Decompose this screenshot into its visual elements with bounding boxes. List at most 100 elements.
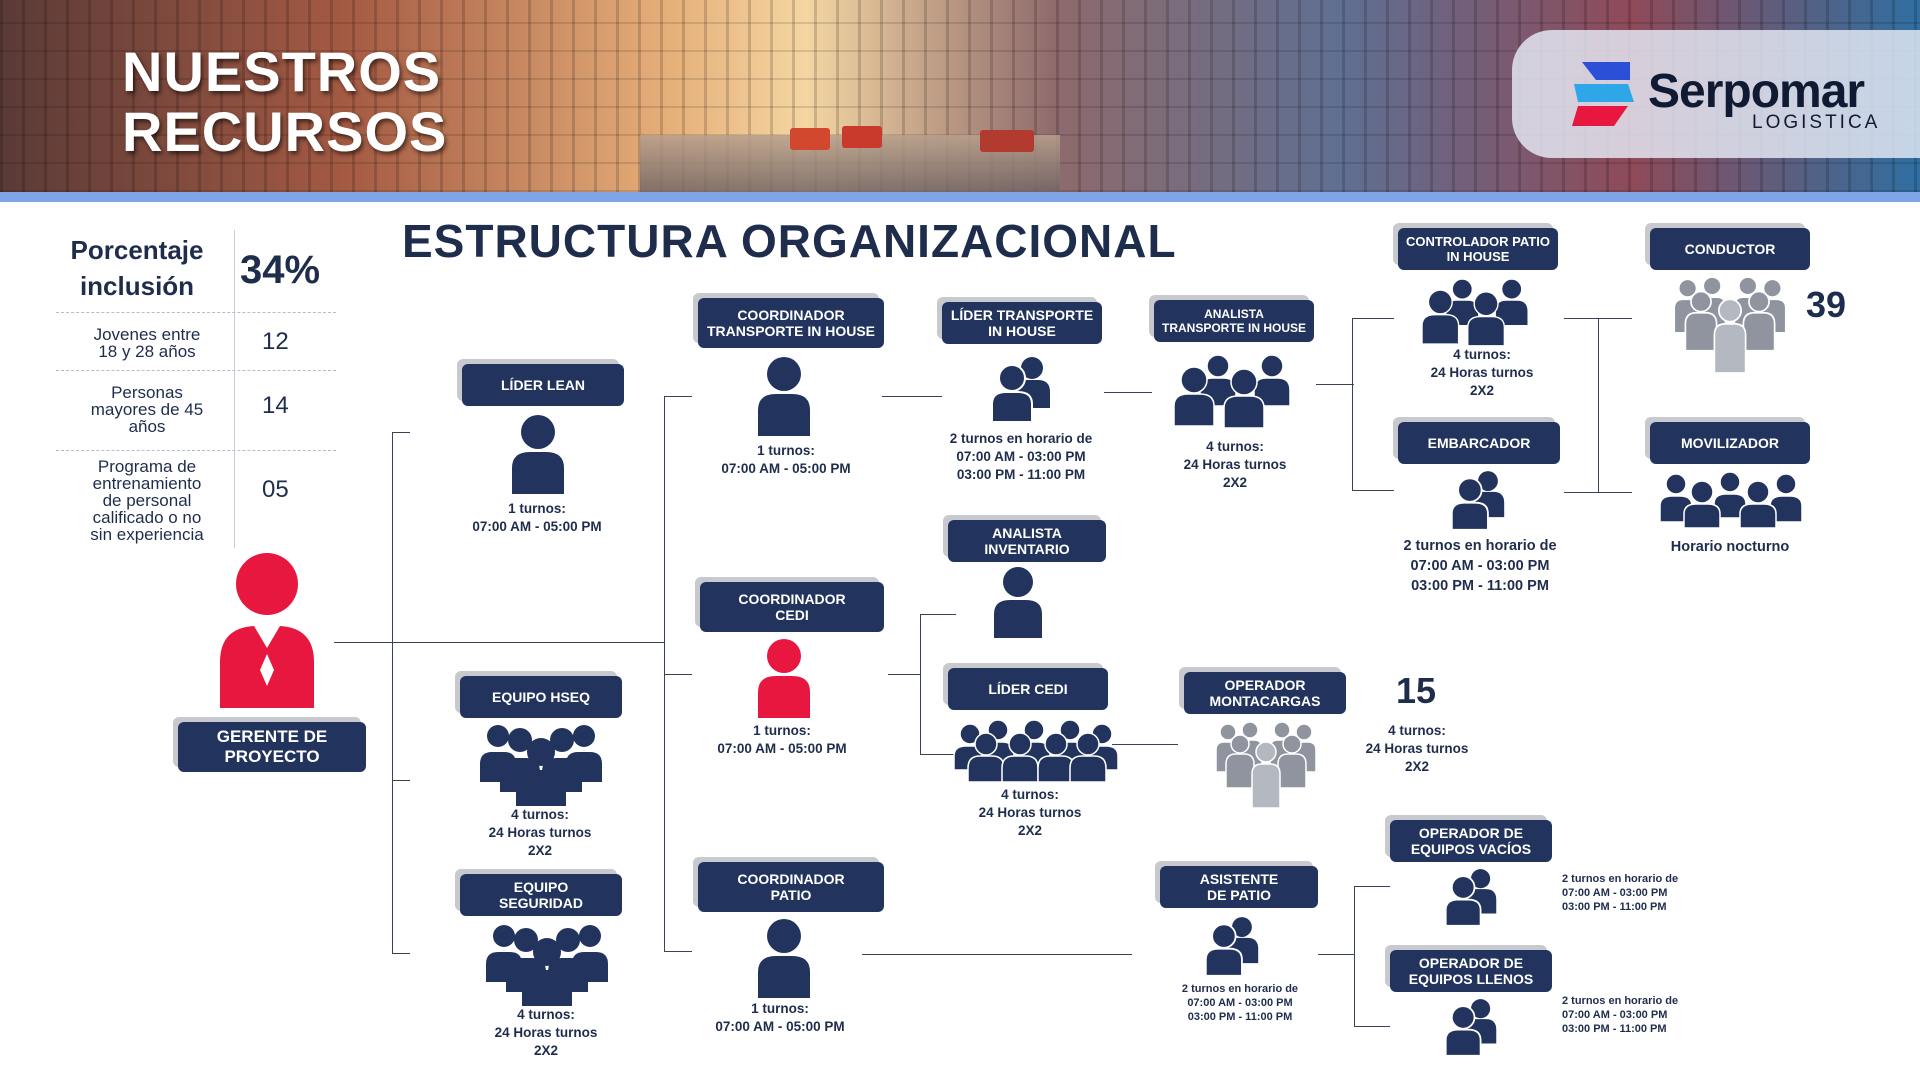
connector-line [1354, 1026, 1390, 1027]
lider-transporte-box: LÍDER TRANSPORTE IN HOUSE [942, 302, 1102, 344]
connector-line [862, 954, 1132, 955]
connector-line [1352, 318, 1394, 319]
connector-line [664, 951, 692, 952]
team-icon [1660, 472, 1802, 528]
connector-line [1104, 392, 1152, 393]
asistente-patio-caption: 2 turnos en horario de 07:00 AM - 03:00 P… [1181, 983, 1299, 1023]
person-icon [994, 567, 1042, 638]
conductor-box: CONDUCTOR [1650, 228, 1810, 270]
gray-team-icon [1215, 722, 1317, 808]
person-icon [758, 357, 810, 436]
stats-row-divider [56, 370, 336, 371]
person-icon [758, 639, 810, 718]
movilizador-box: MOVILIZADOR [1650, 422, 1810, 464]
connector-line [392, 432, 410, 433]
page-title: ESTRUCTURA ORGANIZACIONAL [402, 215, 1177, 267]
connector-line [392, 780, 410, 781]
team-icon [1174, 354, 1291, 428]
controlador-patio-box: CONTROLADOR PATIO IN HOUSE [1398, 228, 1558, 270]
movilizador-caption: Horario nocturno [1670, 539, 1790, 555]
connector-line [334, 642, 664, 643]
person-icon [512, 415, 564, 494]
lider-cedi-box: LÍDER CEDI [948, 668, 1108, 710]
gray-team-icon [1673, 276, 1787, 374]
pair-icon [1444, 999, 1497, 1056]
connector-line [920, 614, 956, 615]
equipo-hseq-box: EQUIPO HSEQ [460, 676, 622, 718]
coordinador-transporte-caption: 1 turnos: 07:00 AM - 05:00 PM [721, 443, 851, 476]
coordinador-patio-box: COORDINADOR PATIO [698, 862, 884, 912]
connector-line [882, 396, 942, 397]
asistente-patio-box: ASISTENTE DE PATIO [1160, 866, 1318, 908]
montacargas-count: 15 [1396, 670, 1437, 711]
coordinador-cedi-caption: 1 turnos: 07:00 AM - 05:00 PM [717, 723, 847, 756]
truck-icon [842, 126, 882, 148]
coordinador-transporte-box: COORDINADOR TRANSPORTE IN HOUSE [698, 298, 884, 348]
equipo-hseq-caption: 4 turnos: 24 Horas turnos 2X2 [488, 807, 592, 858]
connector-line [664, 396, 692, 397]
stats-row-divider [56, 450, 336, 451]
analista-transporte-box: ANALISTA TRANSPORTE IN HOUSE [1154, 300, 1314, 342]
pair-icon [1444, 869, 1497, 926]
lider-cedi-caption: 4 turnos: 24 Horas turnos 2X2 [978, 787, 1082, 838]
truck-icon [980, 130, 1034, 152]
connector-line [920, 614, 921, 754]
stat-row-value: 05 [262, 476, 289, 503]
logo-subtitle: LOGISTICA [1752, 112, 1881, 133]
team-icon [480, 725, 602, 806]
connector-line [888, 674, 920, 675]
connector-line [1354, 886, 1390, 887]
pair-icon [1450, 471, 1505, 530]
serpomar-logo-icon [1572, 62, 1634, 126]
team-icon [953, 720, 1119, 782]
stat-row-value: 14 [262, 392, 289, 419]
equipo-seguridad-box: EQUIPO SEGURIDAD [460, 874, 622, 916]
embarcador-box: EMBARCADOR [1398, 422, 1560, 464]
stat-row-value: 12 [262, 328, 289, 355]
stats-row-divider [56, 312, 336, 313]
operador-llenos-caption: 2 turnos en horario de 07:00 AM - 03:00 P… [1562, 995, 1679, 1035]
connector-line [664, 674, 692, 675]
conductor-count: 39 [1806, 284, 1847, 325]
stat-row-label: Programa de entrenamiento de personal calif… [90, 457, 204, 544]
manager-icon [220, 553, 314, 708]
stats-divider [234, 230, 235, 548]
operador-vacios-box: OPERADOR DE EQUIPOS VACÍOS [1390, 820, 1552, 862]
controlador-patio-caption: 4 turnos: 24 Horas turnos 2X2 [1430, 347, 1534, 398]
gerente-proyecto-box: GERENTE DE PROYECTO [178, 722, 366, 772]
operador-montacargas-box: OPERADOR MONTACARGAS [1184, 672, 1346, 714]
pair-icon [1204, 917, 1259, 976]
connector-line [1352, 318, 1353, 490]
team-icon [1422, 278, 1529, 346]
operador-montacargas-caption: 4 turnos: 24 Horas turnos 2X2 [1365, 723, 1469, 774]
operador-llenos-box: OPERADOR DE EQUIPOS LLENOS [1390, 950, 1552, 992]
truck-icon [790, 128, 830, 150]
banner-title: NUESTROS RECURSOS [122, 40, 448, 163]
person-icon [758, 919, 810, 998]
lider-lean-caption: 1 turnos: 07:00 AM - 05:00 PM [472, 501, 602, 534]
connector-line [920, 754, 956, 755]
header-divider [0, 192, 1920, 202]
coordinador-cedi-box: COORDINADOR CEDI [700, 582, 884, 632]
coordinador-patio-caption: 1 turnos: 07:00 AM - 05:00 PM [715, 1001, 845, 1034]
stat-row-label: Personas mayores de 45 años [90, 383, 204, 436]
connector-line [392, 432, 393, 954]
connector-line [1598, 318, 1599, 492]
lider-lean-box: LÍDER LEAN [462, 364, 624, 406]
connector-line [1318, 954, 1354, 955]
team-icon [486, 925, 608, 1006]
embarcador-caption: 2 turnos en horario de 07:00 AM - 03:00 P… [1403, 538, 1557, 594]
inclusion-value: 34% [240, 248, 321, 292]
connector-line [1316, 384, 1354, 385]
analista-transporte-caption: 4 turnos: 24 Horas turnos 2X2 [1183, 439, 1287, 490]
logo-name: Serpomar [1648, 65, 1865, 118]
inclusion-label: Porcentaje inclusión [70, 235, 204, 301]
connector-line [1354, 886, 1355, 1026]
connector-line [1564, 492, 1632, 493]
analista-inventario-box: ANALISTA INVENTARIO [948, 520, 1106, 562]
lider-transporte-caption: 2 turnos en horario de 07:00 AM - 03:00 P… [949, 431, 1093, 482]
connector-line [1352, 490, 1394, 491]
connector-line [392, 953, 410, 954]
equipo-seguridad-caption: 4 turnos: 24 Horas turnos 2X2 [494, 1007, 598, 1058]
pair-icon [991, 357, 1050, 422]
